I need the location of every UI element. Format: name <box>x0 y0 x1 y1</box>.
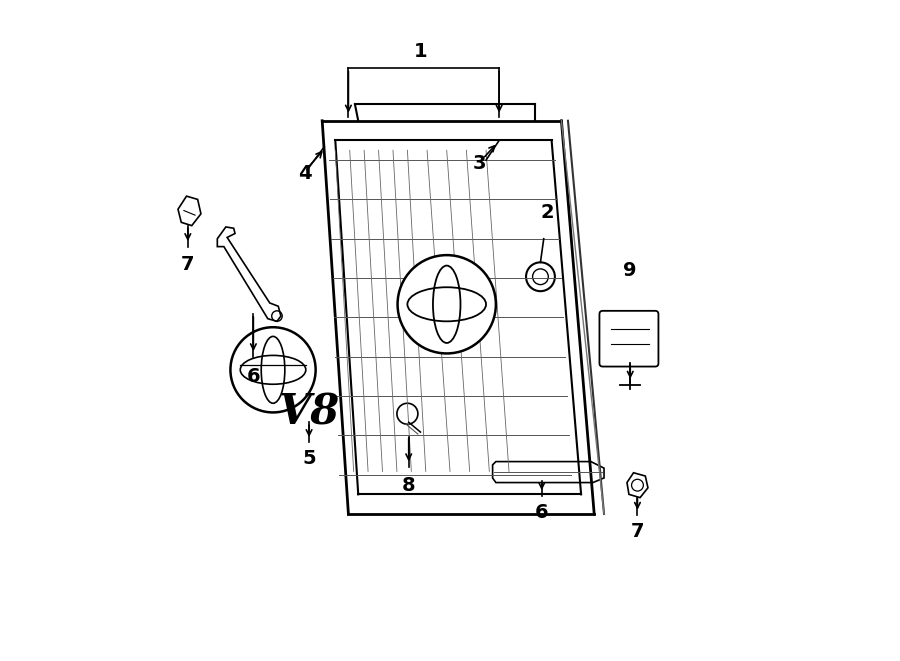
Circle shape <box>398 255 496 354</box>
Text: 7: 7 <box>631 522 644 541</box>
Circle shape <box>397 403 418 424</box>
Circle shape <box>230 327 316 412</box>
Text: 2: 2 <box>540 204 554 222</box>
Text: V8: V8 <box>278 391 339 434</box>
FancyBboxPatch shape <box>599 311 659 367</box>
Text: 1: 1 <box>414 42 427 61</box>
Circle shape <box>526 262 555 292</box>
Text: 5: 5 <box>302 449 316 468</box>
Text: 4: 4 <box>298 164 311 182</box>
Text: 8: 8 <box>402 477 416 495</box>
Text: 6: 6 <box>535 503 549 522</box>
Text: 6: 6 <box>247 367 260 386</box>
Text: 7: 7 <box>181 255 194 274</box>
Text: 9: 9 <box>624 260 637 280</box>
Text: 3: 3 <box>472 154 486 173</box>
